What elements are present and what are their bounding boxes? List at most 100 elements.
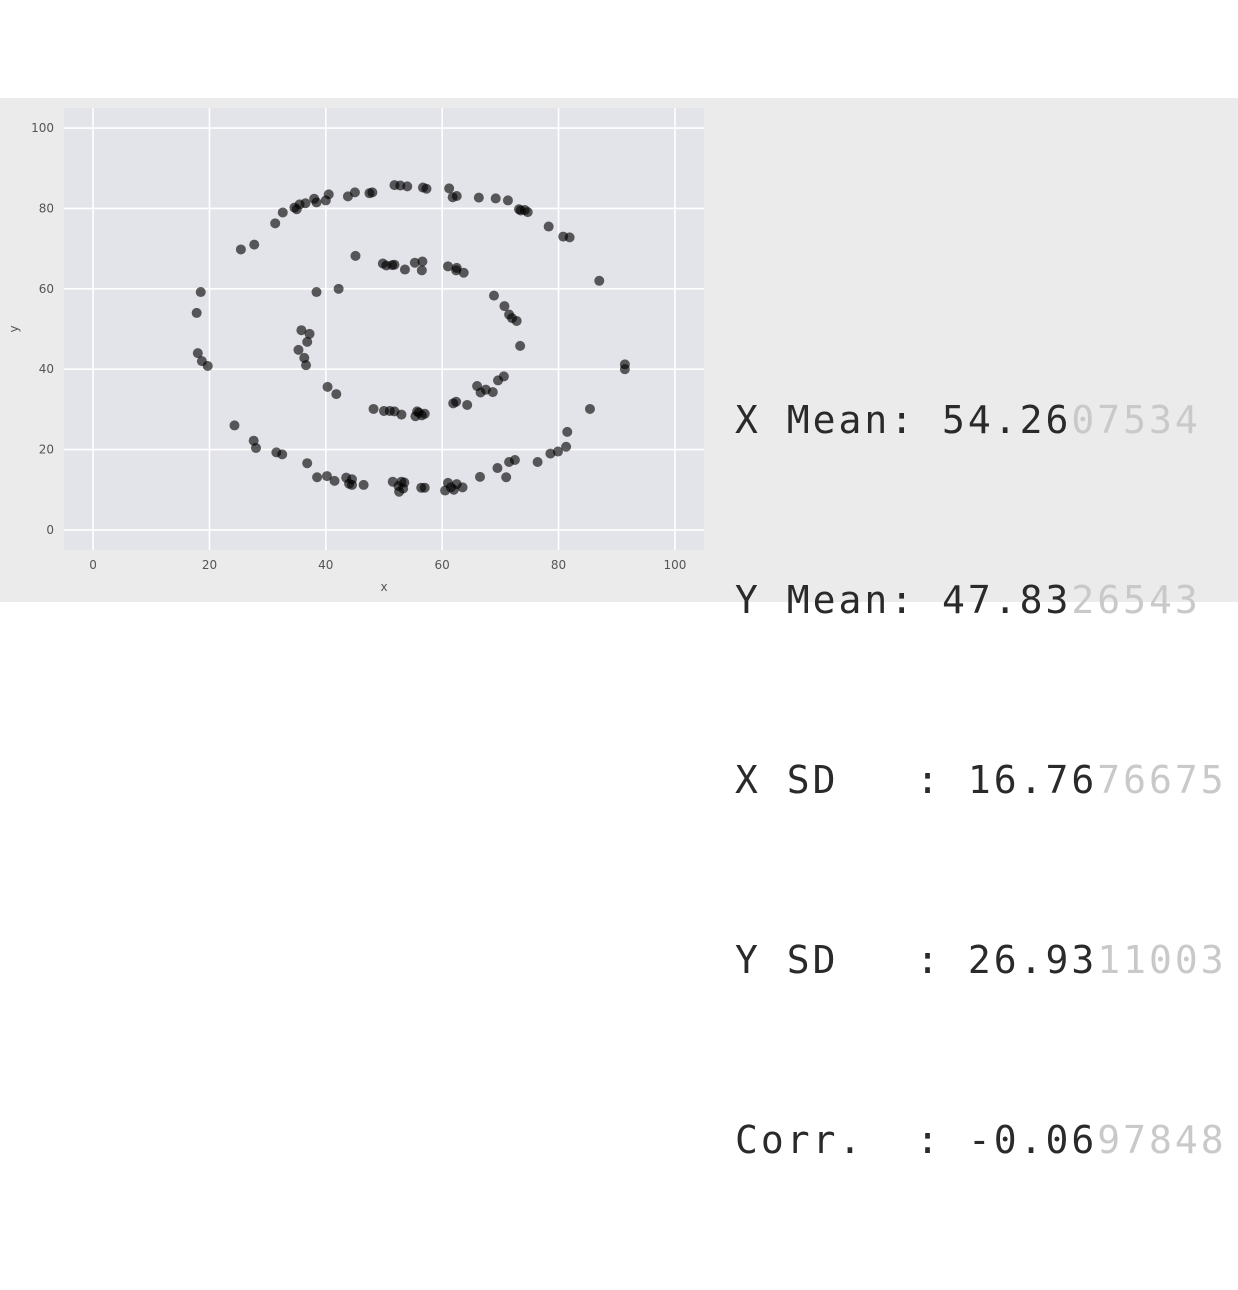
scatter-point — [443, 261, 453, 272]
scatter-point — [329, 475, 340, 486]
scatter-point — [304, 328, 315, 339]
scatter-point — [235, 244, 246, 255]
scatter-point — [311, 287, 322, 298]
scatter-point — [448, 398, 459, 409]
stat-value: 54.26 — [942, 398, 1072, 442]
scatter-point — [416, 265, 427, 276]
summary-statistics: X Mean: 54.2607534 Y Mean: 47.8326543 X … — [735, 270, 1227, 1290]
stat-row-x-sd: X SD : 16.7676675 — [735, 750, 1227, 810]
scatter-point — [331, 389, 342, 400]
scatter-point — [619, 364, 630, 375]
stat-value: 16.76 — [967, 758, 1098, 802]
scatter-point — [312, 472, 323, 483]
scatter-point — [558, 231, 569, 242]
x-axis-label: x — [380, 580, 387, 594]
stat-label: Corr. : — [735, 1118, 968, 1162]
scatter-point — [513, 204, 524, 215]
scatter-point — [458, 267, 469, 278]
scatter-point — [473, 192, 484, 203]
scatter-point — [417, 182, 428, 193]
scatter-point — [584, 403, 595, 414]
scatter-point — [333, 283, 344, 294]
stat-value: -0.06 — [967, 1118, 1098, 1162]
x-tick-label: 60 — [435, 558, 450, 572]
y-tick-label: 80 — [39, 201, 54, 215]
scatter-point — [342, 191, 353, 202]
scatter-point — [511, 315, 522, 326]
scatter-point — [277, 207, 288, 218]
scatter-point — [368, 403, 379, 414]
scatter-point — [229, 420, 240, 431]
scatter-point — [347, 474, 357, 485]
y-tick-label: 60 — [39, 282, 54, 296]
stat-label: Y Mean: — [735, 578, 943, 622]
scatter-point — [545, 448, 556, 459]
scatter-point — [562, 426, 573, 437]
scatter-point — [293, 344, 304, 355]
scatter-point — [192, 348, 203, 359]
scatter-point — [417, 256, 428, 267]
scatter-chart: 0 20 40 60 80 100 0 20 40 60 80 100 x y — [7, 108, 704, 594]
stat-value-faded-digits: 26543 — [1071, 578, 1201, 622]
stat-value: 47.83 — [942, 578, 1072, 622]
y-tick-label: 100 — [31, 121, 54, 135]
scatter-point — [321, 471, 332, 482]
scatter-point — [289, 202, 300, 213]
scatter-point — [399, 477, 410, 488]
x-tick-label: 20 — [202, 558, 217, 572]
plot-area — [64, 108, 704, 550]
x-tick-label: 100 — [663, 558, 686, 572]
scatter-point — [358, 479, 369, 490]
scatter-point — [409, 257, 420, 268]
scatter-point — [490, 193, 501, 204]
stat-value: 26.93 — [967, 938, 1098, 982]
scatter-point — [364, 188, 375, 199]
scatter-point — [389, 180, 400, 191]
scatter-point — [457, 482, 468, 493]
y-tick-label: 0 — [46, 523, 54, 537]
scatter-point — [447, 192, 458, 203]
scatter-point — [501, 472, 512, 483]
stat-label: X Mean: — [735, 398, 943, 442]
x-tick-label: 0 — [89, 558, 97, 572]
scatter-point — [451, 262, 462, 273]
scatter-point — [444, 183, 455, 194]
data-points — [191, 180, 630, 497]
scatter-point — [475, 471, 485, 482]
scatter-point — [492, 463, 503, 474]
scatter-point — [309, 193, 320, 204]
scatter-point — [488, 290, 499, 301]
scatter-point — [389, 259, 400, 270]
stat-label: Y SD : — [735, 938, 968, 982]
scatter-point — [350, 250, 361, 261]
scatter-point — [251, 442, 261, 453]
scatter-point — [379, 405, 389, 416]
x-tick-label: 40 — [318, 558, 333, 572]
scatter-point — [399, 264, 410, 275]
x-tick-label: 80 — [551, 558, 566, 572]
stat-label: X SD : — [735, 758, 968, 802]
scatter-point — [410, 411, 421, 422]
scatter-point — [322, 381, 333, 392]
y-tick-label: 40 — [39, 362, 54, 376]
stat-row-corr: Corr. : -0.0697848 — [735, 1110, 1227, 1170]
stat-value-faded-digits: 11003 — [1097, 938, 1227, 982]
scatter-point — [493, 375, 504, 386]
scatter-point — [472, 381, 483, 392]
stat-row-y-mean: Y Mean: 47.8326543 — [735, 570, 1227, 630]
scatter-point — [302, 458, 313, 469]
y-axis-label: y — [7, 325, 21, 332]
scatter-point — [561, 441, 572, 452]
scatter-point — [532, 457, 543, 468]
y-tick-label: 20 — [39, 443, 54, 457]
tick-labels: 0 20 40 60 80 100 0 20 40 60 80 100 — [31, 121, 686, 572]
scatter-point — [552, 446, 563, 457]
scatter-point — [499, 301, 510, 312]
stat-value-faded-digits: 76675 — [1097, 758, 1227, 802]
scatter-point — [302, 336, 313, 347]
scatter-point — [277, 449, 288, 460]
scatter-point — [320, 195, 331, 206]
stat-value-faded-digits: 97848 — [1097, 1118, 1227, 1162]
scatter-point — [270, 218, 281, 229]
scatter-point — [299, 352, 310, 363]
